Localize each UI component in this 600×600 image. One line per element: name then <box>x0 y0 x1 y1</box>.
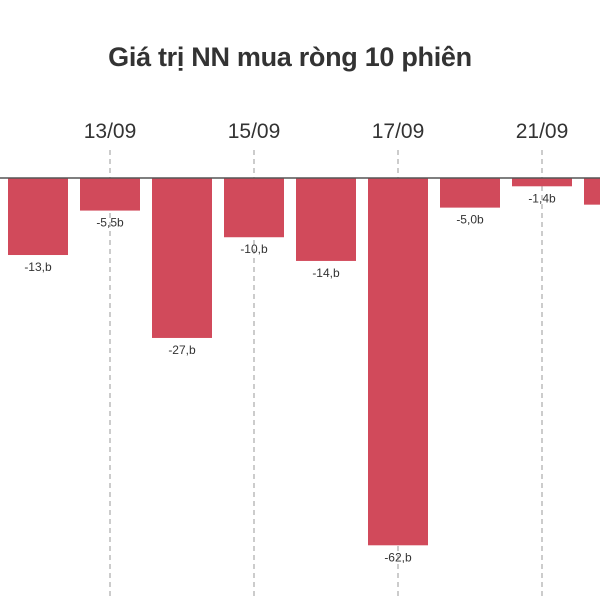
data-label: -1,4b <box>528 191 556 205</box>
bar <box>296 178 356 261</box>
x-tick-label: 21/09 <box>516 120 569 143</box>
bar <box>440 178 500 208</box>
bar <box>368 178 428 546</box>
data-label: -5,5b <box>96 216 124 230</box>
bar <box>512 178 572 187</box>
data-label: -62,b <box>384 550 412 564</box>
x-tick-label: 13/09 <box>84 120 137 143</box>
x-tick-label: 15/09 <box>228 120 281 143</box>
data-label: -14,b <box>312 266 340 280</box>
bar <box>80 178 140 211</box>
bar <box>152 178 212 338</box>
bar <box>8 178 68 256</box>
bar <box>584 178 600 205</box>
data-label: -13,b <box>24 260 52 274</box>
data-label: -10,b <box>240 242 268 256</box>
x-tick-label: 17/09 <box>372 120 425 143</box>
bar <box>224 178 284 238</box>
data-label: -27,b <box>168 343 196 357</box>
data-label: -5,0b <box>456 213 484 227</box>
chart-title: Giá trị NN mua ròng 10 phiên <box>108 42 472 72</box>
